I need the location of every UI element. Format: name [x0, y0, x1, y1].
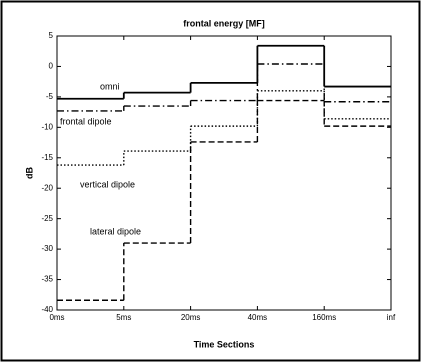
y-tick-label: -5 — [46, 92, 54, 101]
x-tick-label: inf — [387, 313, 396, 322]
series-label: frontal dipole — [60, 116, 112, 126]
chart-title: frontal energy [MF] — [183, 18, 265, 28]
y-tick-label: 0 — [49, 62, 54, 71]
y-tick-label: -15 — [41, 153, 53, 162]
x-tick-label: 5ms — [116, 313, 131, 322]
x-tick-label: 160ms — [312, 313, 336, 322]
y-tick-label: 5 — [49, 31, 54, 40]
y-tick-label: -20 — [41, 183, 53, 192]
y-tick-label: -35 — [41, 275, 53, 284]
series-label: vertical dipole — [80, 179, 135, 189]
series-label: lateral dipole — [90, 226, 141, 236]
y-tick-label: -10 — [41, 122, 53, 131]
x-tick-label: 0ms — [49, 313, 64, 322]
y-tick-label: -30 — [41, 244, 53, 253]
x-tick-label: 40ms — [248, 313, 268, 322]
plot-area — [56, 35, 392, 311]
y-tick-label: -25 — [41, 214, 53, 223]
y-axis-label: dB — [24, 167, 34, 179]
x-tick-label: 20ms — [181, 313, 201, 322]
x-axis-label: Time Sections — [194, 339, 255, 349]
series-label: omni — [100, 81, 120, 91]
y-tick-label: -40 — [41, 305, 53, 314]
